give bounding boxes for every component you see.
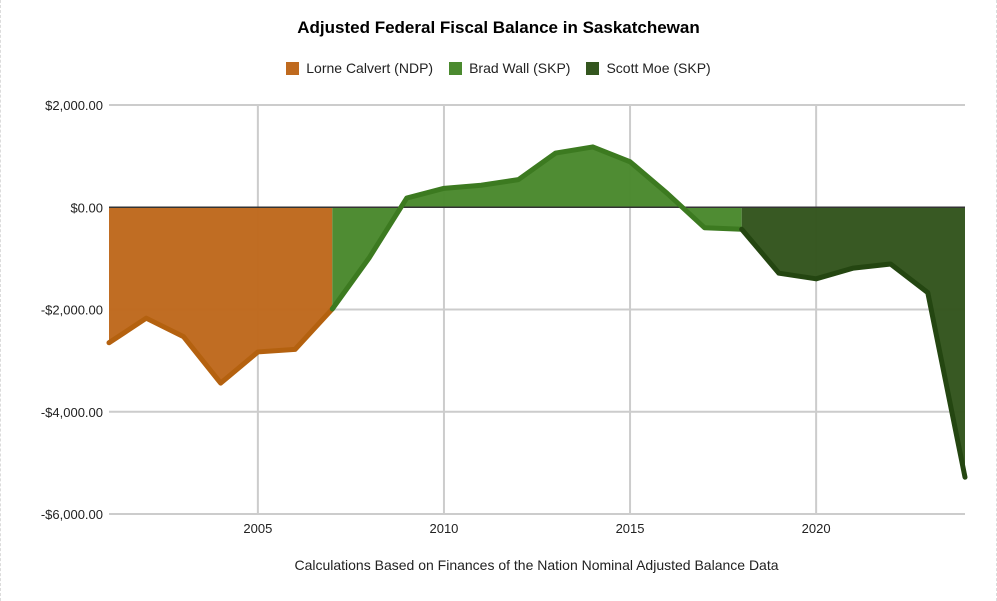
series-line-1 xyxy=(329,144,745,312)
legend: Lorne Calvert (NDP) Brad Wall (SKP) Scot… xyxy=(0,60,997,76)
frame-edge-left xyxy=(0,0,2,601)
series-line-2 xyxy=(739,226,968,480)
series-area-0 xyxy=(109,207,333,384)
y-tick-label: -$4,000.00 xyxy=(41,405,103,420)
x-tick-label: 2005 xyxy=(243,521,272,536)
y-tick-label: $0.00 xyxy=(70,200,103,215)
x-tick-label: 2010 xyxy=(429,521,458,536)
chart-title: Adjusted Federal Fiscal Balance in Saska… xyxy=(297,18,700,37)
x-axis-caption: Calculations Based on Finances of the Na… xyxy=(294,557,779,573)
y-tick-label: -$6,000.00 xyxy=(41,507,103,522)
y-tick-label: $2,000.00 xyxy=(45,98,103,113)
legend-label-moe: Scott Moe (SKP) xyxy=(606,60,711,76)
legend-label-wall: Brad Wall (SKP) xyxy=(469,60,571,76)
series-area-2 xyxy=(741,207,965,478)
legend-label-calvert: Lorne Calvert (NDP) xyxy=(306,60,434,76)
series-line-0 xyxy=(106,306,335,386)
y-tick-label: -$2,000.00 xyxy=(41,303,103,318)
legend-swatch-moe xyxy=(586,61,600,75)
legend-swatch-wall xyxy=(449,61,463,75)
legend-item-calvert[interactable]: Lorne Calvert (NDP) xyxy=(286,60,433,76)
x-tick-label: 2020 xyxy=(802,521,831,536)
legend-item-wall[interactable]: Brad Wall (SKP) xyxy=(449,60,570,76)
legend-item-moe[interactable]: Scott Moe (SKP) xyxy=(586,60,711,76)
x-tick-label: 2015 xyxy=(616,521,645,536)
series-area-1 xyxy=(332,146,742,309)
legend-swatch-calvert xyxy=(286,61,300,75)
